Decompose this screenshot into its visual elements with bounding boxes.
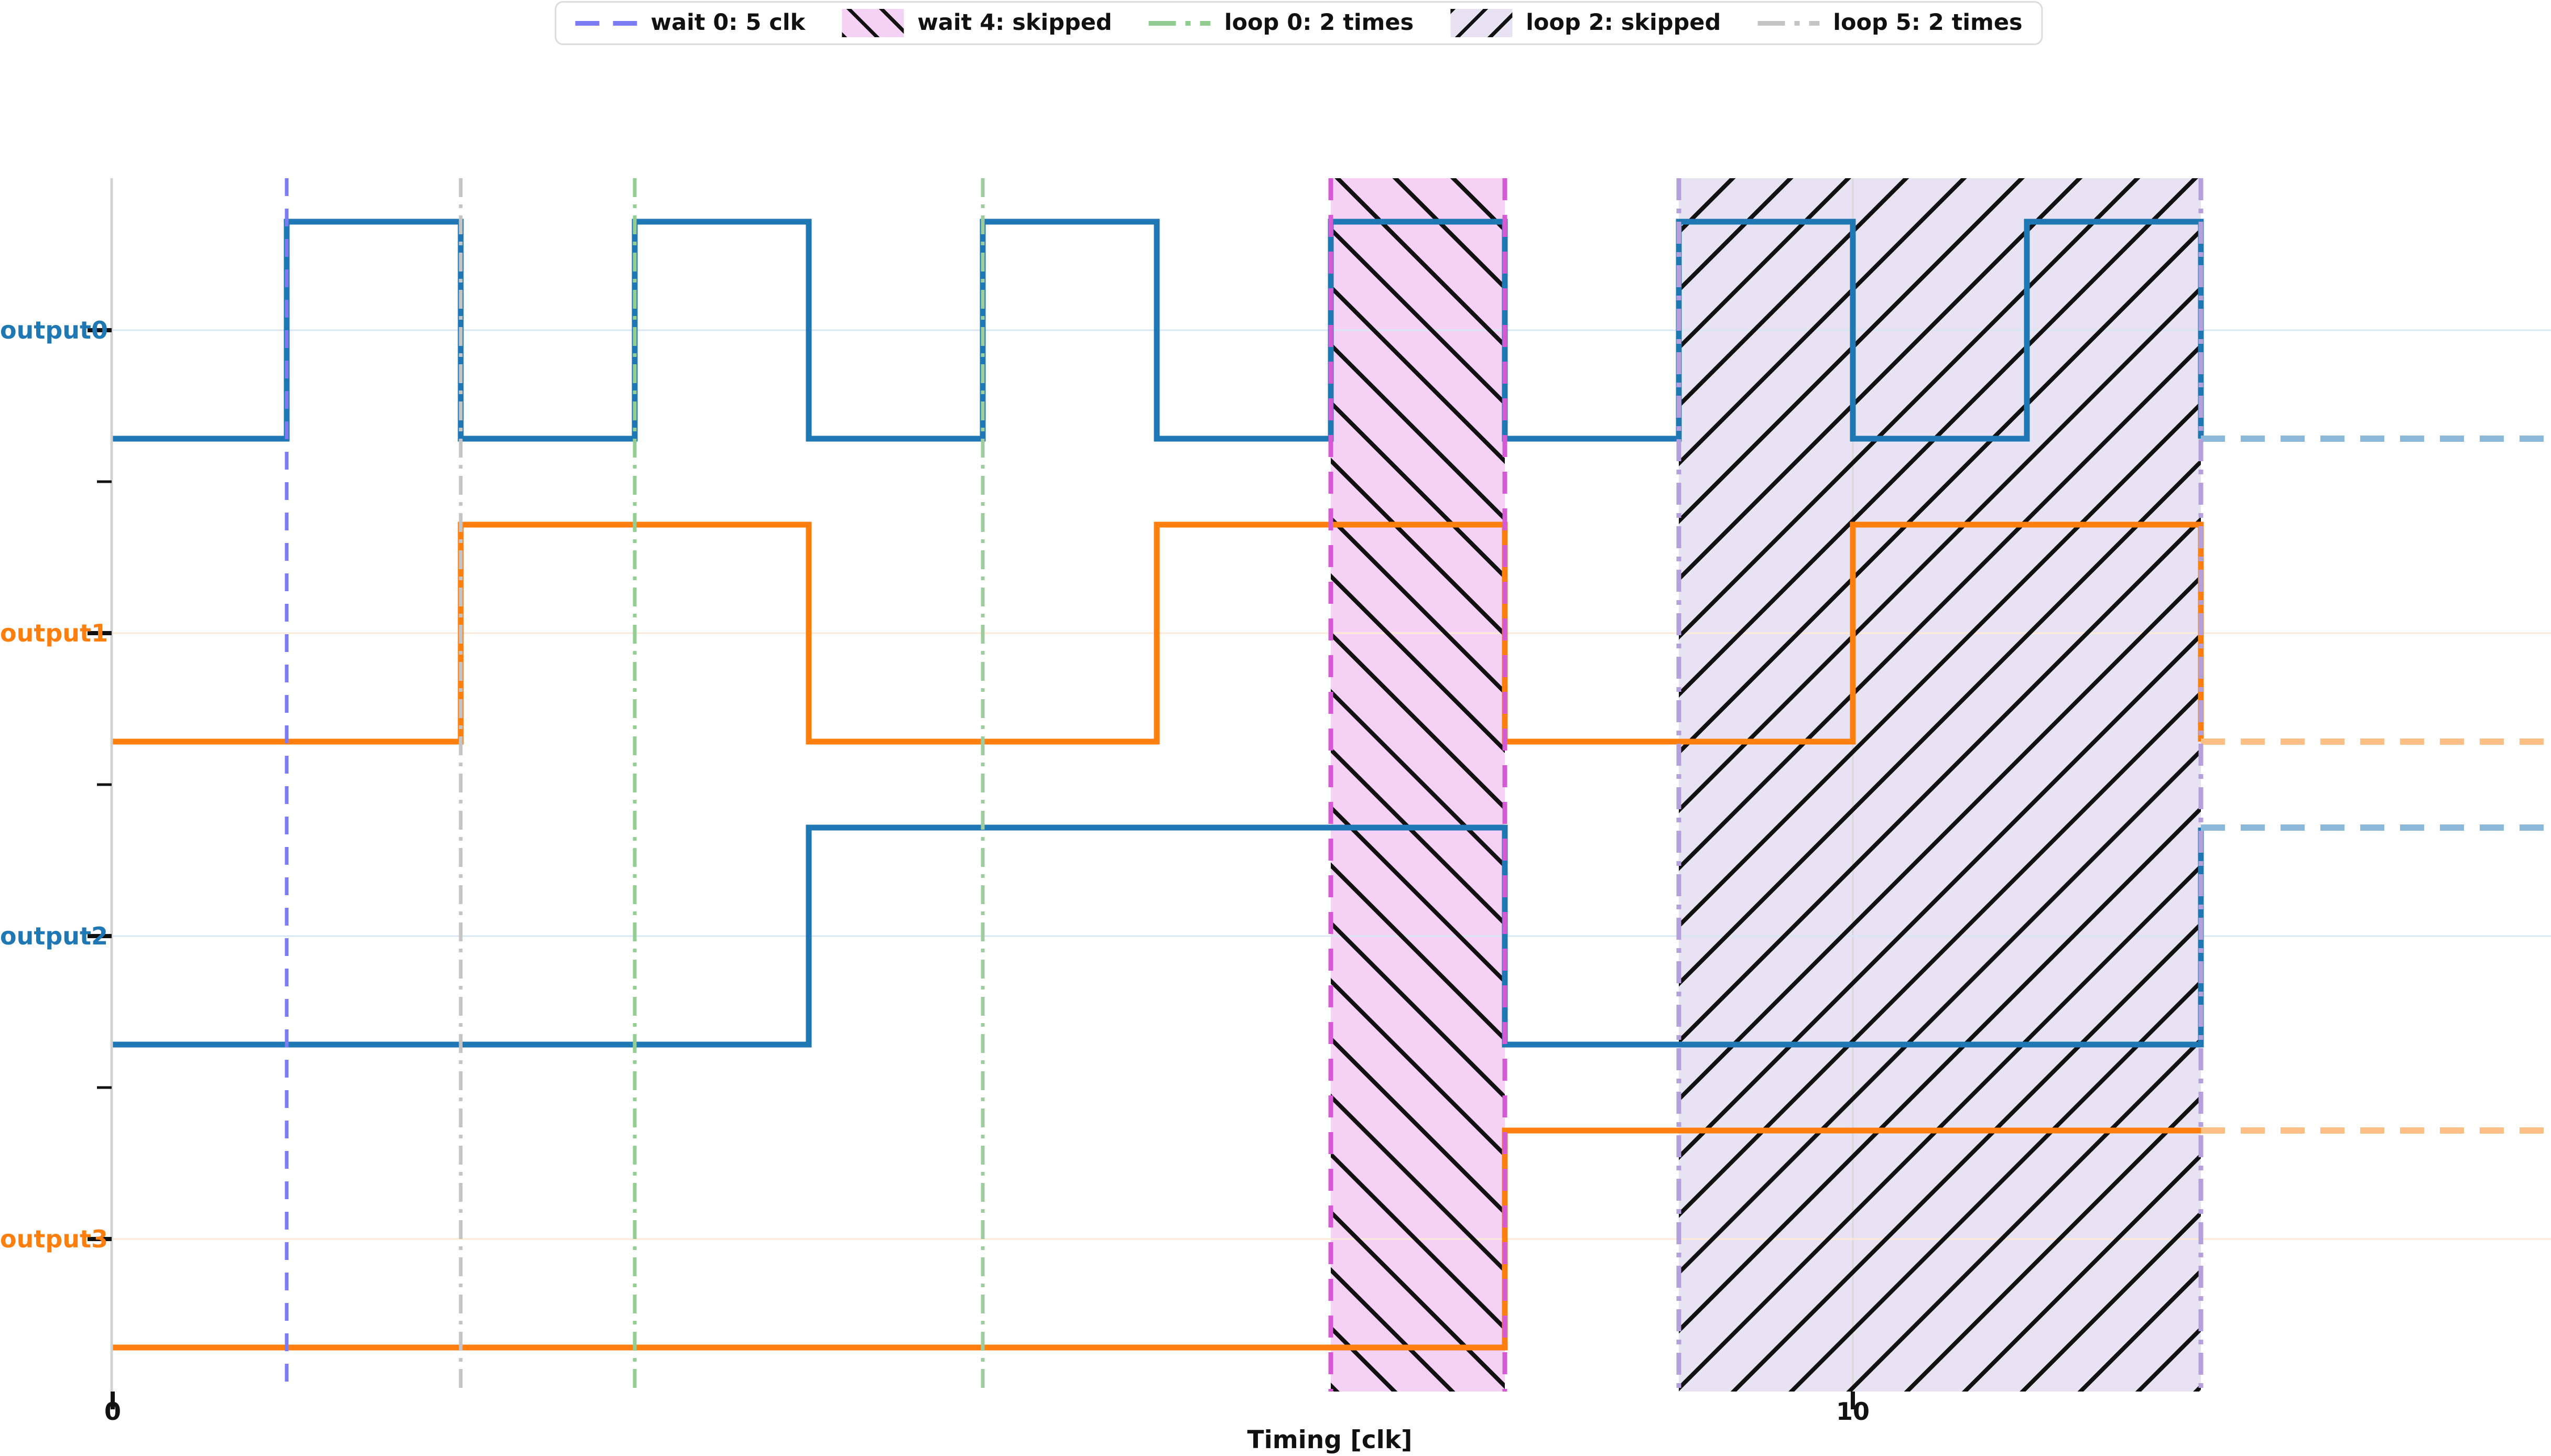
waveform-output3 bbox=[113, 1127, 2201, 1351]
dashdot-line-swatch-icon bbox=[1757, 20, 1820, 26]
legend-label: loop 2: skipped bbox=[1526, 9, 1721, 36]
legend-label: loop 0: 2 times bbox=[1224, 9, 1414, 36]
legend-item-wait4: wait 4: skipped bbox=[842, 9, 1112, 37]
x-axis-title: Timing [clk] bbox=[1247, 1426, 1413, 1454]
legend-item-loop0: loop 0: 2 times bbox=[1148, 9, 1414, 37]
x-tick-label-0: 0 bbox=[104, 1397, 122, 1426]
hatched-patch-swatch-icon bbox=[1450, 9, 1513, 37]
y-axis-label-output0: output0 bbox=[0, 316, 108, 344]
legend-item-loop5: loop 5: 2 times bbox=[1757, 9, 2023, 37]
y-axis-label-output3: output3 bbox=[0, 1225, 108, 1253]
dashdot-line-swatch-icon bbox=[1148, 20, 1211, 26]
y-axis-label-output2: output2 bbox=[0, 922, 108, 950]
y-axis-label-output1: output1 bbox=[0, 619, 108, 647]
skip-region-hatch bbox=[1679, 178, 2201, 1392]
legend-item-wait0: wait 0: 5 clk bbox=[575, 9, 805, 37]
waveform-output2 bbox=[113, 824, 2204, 1048]
legend-label: wait 4: skipped bbox=[917, 9, 1112, 36]
hatched-patch-swatch-icon bbox=[842, 9, 904, 37]
dashed-line-swatch-icon bbox=[575, 20, 637, 26]
legend-item-loop2: loop 2: skipped bbox=[1450, 9, 1721, 37]
x-tick-label-10: 10 bbox=[1836, 1397, 1870, 1426]
legend-label: wait 0: 5 clk bbox=[650, 9, 806, 36]
legend-label: loop 5: 2 times bbox=[1833, 9, 2023, 36]
skip-region-hatch bbox=[1331, 178, 1505, 1392]
legend: wait 0: 5 clk wait 4: skipped loop 0: 2 … bbox=[555, 1, 2043, 45]
